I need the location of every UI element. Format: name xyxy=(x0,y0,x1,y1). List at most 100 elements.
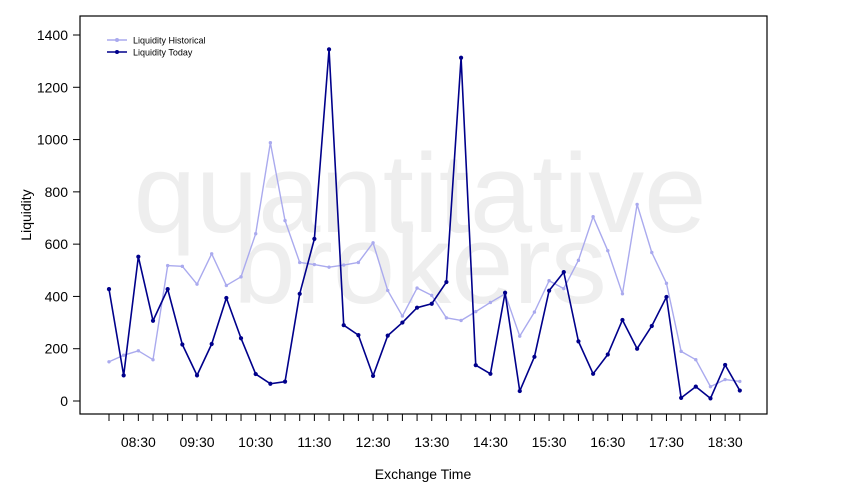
data-point xyxy=(444,316,449,320)
series-line xyxy=(108,48,741,400)
data-point xyxy=(209,252,214,256)
x-tick-label: 18:30 xyxy=(708,434,743,450)
data-point xyxy=(649,323,654,329)
y-tick-label: 1400 xyxy=(37,27,68,43)
data-point xyxy=(180,342,185,347)
x-tick-label: 11:30 xyxy=(297,434,331,450)
x-tick-label: 09:30 xyxy=(179,434,214,450)
x-tick-label: 08:30 xyxy=(121,434,156,450)
data-point xyxy=(297,291,302,296)
data-point xyxy=(136,349,141,353)
data-point xyxy=(576,258,581,263)
data-point xyxy=(121,373,126,378)
data-point xyxy=(165,287,170,292)
data-point xyxy=(737,388,742,393)
data-point xyxy=(547,288,552,293)
data-point xyxy=(400,320,405,325)
data-point xyxy=(591,371,596,376)
y-tick-label: 600 xyxy=(45,236,69,252)
data-point xyxy=(209,341,214,347)
data-point xyxy=(254,231,258,236)
data-point xyxy=(561,270,566,275)
data-point xyxy=(518,334,522,338)
data-point xyxy=(224,283,229,288)
y-tick-label: 800 xyxy=(45,184,69,200)
data-point xyxy=(723,362,728,368)
data-point xyxy=(444,279,449,285)
data-point xyxy=(738,379,742,384)
data-point xyxy=(473,363,478,368)
data-point xyxy=(635,346,640,351)
x-tick-label: 10:30 xyxy=(238,434,273,450)
legend: Liquidity Historical Liquidity Today xyxy=(107,36,206,58)
watermark-line-1: quantitative xyxy=(134,131,707,256)
data-point xyxy=(708,396,713,401)
series-1 xyxy=(106,47,742,401)
data-point xyxy=(106,287,112,292)
data-point xyxy=(327,265,331,269)
data-point xyxy=(458,55,464,60)
y-axis: 0 200 400 600 800 1000 1200 1400 xyxy=(37,27,80,409)
data-point xyxy=(238,336,244,341)
data-point xyxy=(107,360,111,364)
data-point xyxy=(430,293,434,298)
data-point xyxy=(576,339,581,344)
data-point xyxy=(708,384,713,389)
data-point xyxy=(664,294,669,300)
data-point xyxy=(268,381,273,386)
data-point xyxy=(283,218,287,223)
data-point xyxy=(429,301,434,306)
data-point xyxy=(635,202,639,207)
y-tick-label: 200 xyxy=(45,341,69,357)
data-point xyxy=(723,377,727,382)
data-point xyxy=(121,353,126,357)
legend-swatch-point xyxy=(115,38,119,42)
data-point xyxy=(605,352,610,357)
data-point xyxy=(150,318,156,323)
data-point xyxy=(151,357,155,362)
x-tick-label: 16:30 xyxy=(590,434,625,450)
data-point xyxy=(488,300,493,305)
y-axis-label: Liquidity xyxy=(18,189,34,240)
data-point xyxy=(400,314,405,318)
data-point xyxy=(517,388,522,394)
data-point xyxy=(474,309,478,314)
data-point xyxy=(415,286,419,290)
plot-frame xyxy=(79,15,768,415)
data-point xyxy=(195,282,199,286)
data-point xyxy=(679,395,684,400)
data-point xyxy=(180,264,185,269)
x-tick-label: 13:30 xyxy=(414,434,449,450)
data-point xyxy=(606,248,610,253)
data-point xyxy=(650,250,654,255)
series-layer xyxy=(106,47,742,401)
data-point xyxy=(562,286,566,291)
data-point xyxy=(239,275,243,279)
data-point xyxy=(282,379,288,384)
data-point xyxy=(224,295,229,301)
x-axis-label: Exchange Time xyxy=(375,466,472,482)
data-point xyxy=(136,254,141,259)
data-point xyxy=(532,310,537,314)
x-tick-label: 15:30 xyxy=(532,434,567,450)
x-axis: 08:30 09:30 10:30 11:30 12:30 13:30 14:30 15:30… xyxy=(108,414,743,450)
legend-swatch-point xyxy=(115,50,119,54)
x-tick-label: 17:30 xyxy=(649,434,684,450)
series-line xyxy=(108,142,740,388)
data-point xyxy=(342,263,346,267)
x-tick-label: 14:30 xyxy=(473,434,508,450)
data-point xyxy=(620,317,625,323)
data-point xyxy=(502,290,508,295)
data-point xyxy=(620,292,625,296)
data-point xyxy=(356,260,361,265)
data-point xyxy=(547,279,551,283)
data-point xyxy=(459,318,463,323)
data-point xyxy=(385,333,390,338)
data-point xyxy=(532,354,537,359)
data-point xyxy=(591,214,595,219)
data-point xyxy=(341,323,346,328)
watermark-line-2: brokers xyxy=(233,202,606,327)
y-tick-label: 0 xyxy=(60,393,68,409)
data-point xyxy=(679,349,683,354)
